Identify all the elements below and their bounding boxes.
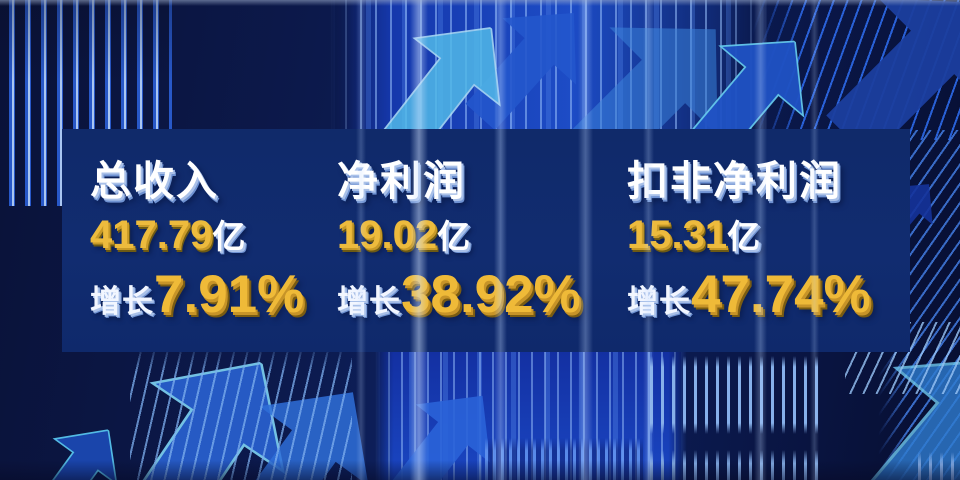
dash-band-bottom-right — [650, 356, 826, 434]
growth-value: 7.91% — [154, 265, 305, 324]
metric-unit: 亿 — [727, 218, 761, 255]
metric-unit: 亿 — [437, 218, 471, 255]
growth-prefix: 增长 — [337, 284, 401, 319]
growth-value: 47.74% — [691, 265, 871, 324]
metric-growth-row: 增长47.74% — [627, 267, 871, 335]
growth-prefix: 增长 — [627, 284, 691, 319]
metric-total-revenue: 总收入 417.79亿 增长7.91% — [90, 159, 304, 335]
growth-prefix: 增长 — [90, 284, 154, 319]
metric-value: 19.02 — [337, 213, 438, 257]
metric-growth-row: 增长7.91% — [90, 267, 304, 335]
up-arrow-icon — [387, 395, 491, 480]
bottom-shade — [0, 460, 960, 480]
top-glow — [0, 0, 960, 6]
metric-value: 15.31 — [627, 213, 728, 257]
growth-value: 38.92% — [401, 265, 581, 324]
metric-value-row: 19.02亿 — [337, 214, 581, 265]
up-arrow-icon — [465, 12, 577, 131]
metric-value-row: 417.79亿 — [90, 214, 304, 265]
up-arrow-icon — [826, 0, 960, 159]
metric-net-profit: 净利润 19.02亿 增长38.92% — [337, 159, 581, 335]
metric-value: 417.79 — [90, 213, 213, 257]
metric-non-gaap-net-profit: 扣非净利润 15.31亿 增长47.74% — [627, 159, 871, 335]
diagonal-hatch-bottom-left — [130, 345, 352, 480]
metric-unit: 亿 — [212, 218, 246, 255]
metrics-banner: 总收入 417.79亿 增长7.91% 净利润 19.02亿 增长38.92% … — [62, 129, 910, 352]
metric-growth-row: 增长38.92% — [337, 267, 581, 335]
metric-value-row: 15.31亿 — [627, 214, 871, 265]
metric-label: 净利润 — [337, 158, 466, 204]
metric-label: 扣非净利润 — [627, 158, 842, 204]
metric-label: 总收入 — [90, 158, 219, 204]
